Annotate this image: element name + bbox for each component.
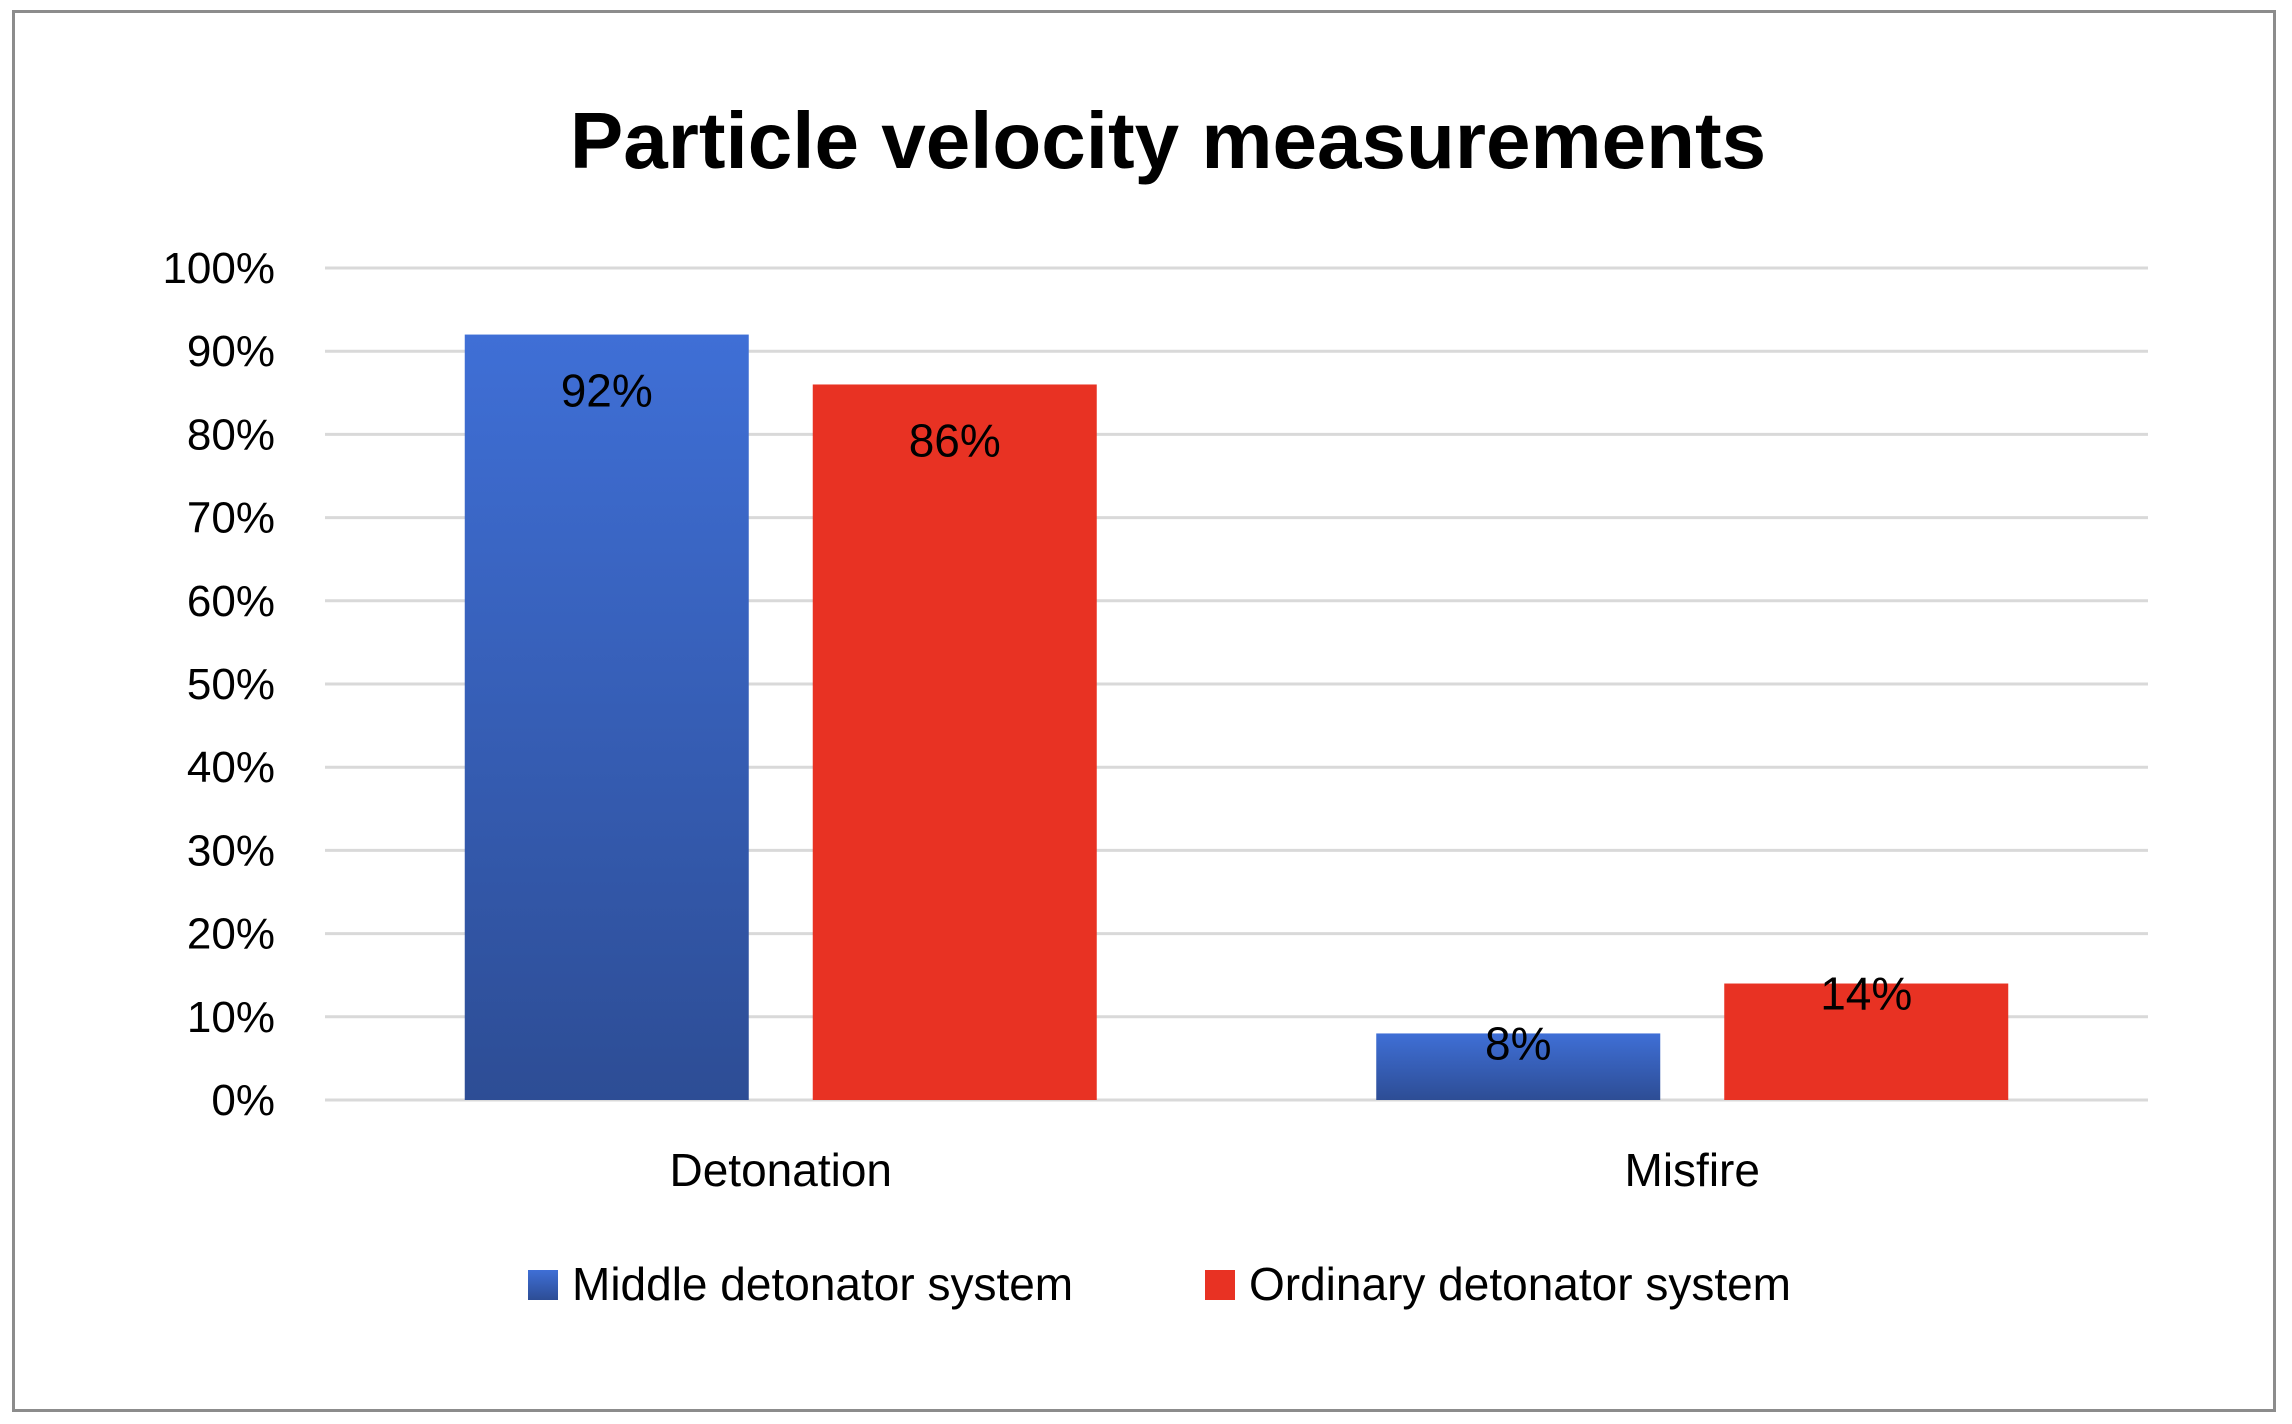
- y-tick-label: 30%: [187, 826, 275, 875]
- bar-middle-misfire: [1376, 1033, 1661, 1100]
- bar-ordinary-misfire: [1724, 983, 2009, 1100]
- data-label: 86%: [909, 414, 1001, 466]
- legend-swatch: [1205, 1270, 1235, 1300]
- data-labels: 92% 86% 8% 14%: [561, 365, 1913, 1070]
- chart-frame: [12, 10, 2276, 1412]
- y-tick-label: 100%: [162, 244, 275, 293]
- legend-label: Ordinary detonator system: [1249, 1258, 1791, 1310]
- legend-label: Middle detonator system: [572, 1258, 1073, 1310]
- bars: [464, 334, 2009, 1101]
- y-tick-label: 90%: [187, 327, 275, 376]
- data-label: 14%: [1820, 968, 1912, 1020]
- data-label: 92%: [561, 365, 653, 417]
- bar-middle-detonation: [464, 334, 749, 1100]
- y-tick-label: 10%: [187, 993, 275, 1042]
- legend-swatch: [528, 1270, 558, 1300]
- y-tick-label: 0%: [211, 1076, 275, 1125]
- y-tick-label: 60%: [187, 577, 275, 626]
- data-label: 8%: [1485, 1017, 1551, 1069]
- y-tick-label: 70%: [187, 494, 275, 543]
- y-tick-label: 80%: [187, 410, 275, 459]
- x-category-label: Misfire: [1625, 1144, 1760, 1196]
- legend: Middle detonator system Ordinary detonato…: [528, 1258, 1791, 1310]
- y-tick-label: 50%: [187, 660, 275, 709]
- x-category-label: Detonation: [670, 1144, 893, 1196]
- y-axis-ticks: 0% 10% 20% 30% 40% 50% 60% 70% 80% 90% 100%: [162, 244, 275, 1125]
- bar-ordinary-detonation: [812, 384, 1097, 1101]
- y-tick-label: 20%: [187, 910, 275, 959]
- x-axis-categories: Detonation Misfire: [670, 1144, 1760, 1196]
- chart-title: Particle velocity measurements: [570, 96, 1766, 185]
- y-tick-label: 40%: [187, 743, 275, 792]
